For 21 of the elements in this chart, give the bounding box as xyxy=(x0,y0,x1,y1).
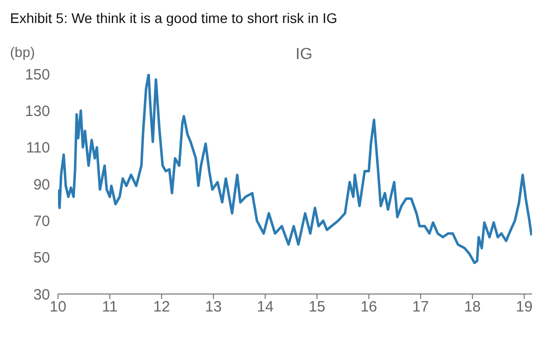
x-tick-label: 13 xyxy=(205,298,222,316)
y-tick-label: 70 xyxy=(33,212,50,230)
x-tick-label: 18 xyxy=(464,298,481,316)
y-axis-title: (bp) xyxy=(10,44,35,60)
y-tick-label: 50 xyxy=(33,250,50,267)
y-tick-label: 30 xyxy=(33,286,50,304)
x-tick-label: 19 xyxy=(516,298,533,316)
x-tick-label: 16 xyxy=(360,298,378,316)
y-tick-label: 130 xyxy=(24,102,50,120)
chart-title: Exhibit 5: We think it is a good time to short risk in IG xyxy=(10,10,338,26)
x-tick-label: 17 xyxy=(412,298,429,316)
x-tick-label: 14 xyxy=(256,298,274,316)
y-tick-label: 110 xyxy=(26,140,50,157)
chart-subtitle: IG xyxy=(294,46,314,64)
line-series xyxy=(58,74,532,264)
y-tick-label: 150 xyxy=(24,66,50,84)
y-tick-label: 90 xyxy=(33,176,50,194)
x-tick-label: 11 xyxy=(102,298,118,316)
x-tick-label: 12 xyxy=(153,298,170,316)
x-tick-label: 15 xyxy=(308,298,326,316)
x-tick-label: 10 xyxy=(50,298,66,316)
